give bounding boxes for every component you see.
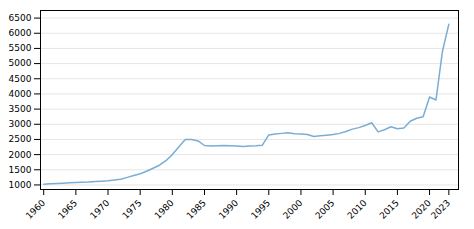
svg-text:3500: 3500 xyxy=(9,104,32,114)
svg-text:6000: 6000 xyxy=(9,28,32,38)
svg-text:2023: 2023 xyxy=(429,198,452,221)
svg-text:2500: 2500 xyxy=(9,134,32,144)
svg-text:3000: 3000 xyxy=(9,119,32,129)
svg-text:1500: 1500 xyxy=(9,165,32,175)
svg-text:1000: 1000 xyxy=(9,180,32,190)
svg-text:2015: 2015 xyxy=(378,198,401,221)
svg-text:1960: 1960 xyxy=(24,198,47,221)
svg-text:1990: 1990 xyxy=(217,198,240,221)
svg-text:5000: 5000 xyxy=(9,58,32,68)
svg-text:4000: 4000 xyxy=(9,89,32,99)
svg-text:5500: 5500 xyxy=(9,43,32,53)
svg-text:1980: 1980 xyxy=(153,198,176,221)
svg-text:1970: 1970 xyxy=(88,198,111,221)
svg-text:2010: 2010 xyxy=(345,198,368,221)
svg-text:1985: 1985 xyxy=(185,198,208,221)
svg-text:2000: 2000 xyxy=(9,149,32,159)
svg-text:2020: 2020 xyxy=(410,198,433,221)
svg-text:2000: 2000 xyxy=(281,198,304,221)
svg-text:1975: 1975 xyxy=(120,198,143,221)
svg-text:1995: 1995 xyxy=(249,198,272,221)
svg-text:1965: 1965 xyxy=(56,198,79,221)
svg-text:2005: 2005 xyxy=(313,198,336,221)
svg-text:4500: 4500 xyxy=(9,74,32,84)
svg-text:6500: 6500 xyxy=(9,13,32,23)
